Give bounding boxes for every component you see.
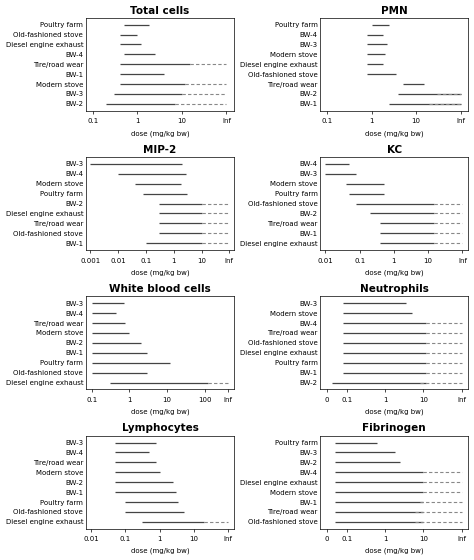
Title: Total cells: Total cells [130, 6, 190, 16]
Title: Lymphocytes: Lymphocytes [122, 423, 199, 433]
X-axis label: dose (mg/kg bw): dose (mg/kg bw) [131, 548, 190, 554]
Title: White blood cells: White blood cells [109, 284, 211, 294]
X-axis label: dose (mg/kg bw): dose (mg/kg bw) [365, 548, 424, 554]
Title: KC: KC [387, 145, 402, 155]
X-axis label: dose (mg/kg bw): dose (mg/kg bw) [365, 269, 424, 276]
X-axis label: dose (mg/kg bw): dose (mg/kg bw) [131, 269, 190, 276]
Title: PMN: PMN [381, 6, 408, 16]
X-axis label: dose (mg/kg bw): dose (mg/kg bw) [131, 409, 190, 415]
X-axis label: dose (mg/kg bw): dose (mg/kg bw) [365, 409, 424, 415]
Title: Fibrinogen: Fibrinogen [363, 423, 426, 433]
X-axis label: dose (mg/kg bw): dose (mg/kg bw) [365, 130, 424, 137]
X-axis label: dose (mg/kg bw): dose (mg/kg bw) [131, 130, 190, 137]
Title: MIP-2: MIP-2 [144, 145, 177, 155]
Title: Neutrophils: Neutrophils [360, 284, 429, 294]
